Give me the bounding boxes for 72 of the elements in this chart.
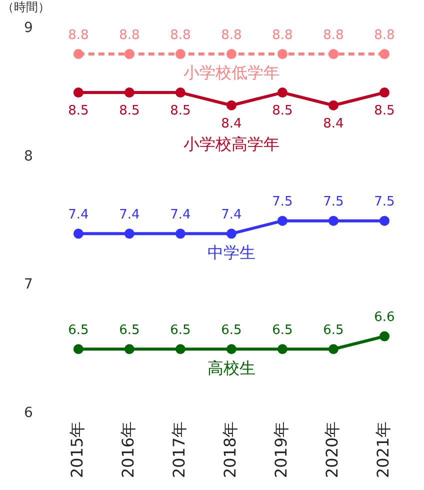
data-label: 8.5 [119, 103, 140, 118]
series-label: 小学校低学年 [183, 63, 280, 82]
x-tick-label: 2020年 [322, 421, 342, 478]
data-label: 7.4 [68, 208, 89, 223]
point [73, 228, 84, 239]
data-label: 8.8 [221, 28, 242, 43]
y-tick-label: 7 [24, 276, 33, 293]
point [226, 228, 236, 239]
point [175, 344, 186, 354]
point [379, 331, 390, 342]
point [277, 216, 288, 226]
data-label: 6.5 [68, 323, 89, 338]
point [277, 344, 288, 354]
data-label: 6.5 [119, 323, 140, 338]
x-tick-label: 2015年 [68, 421, 87, 478]
point [379, 88, 390, 98]
point [124, 228, 134, 239]
point [226, 49, 236, 60]
data-label: 8.5 [272, 103, 293, 118]
data-label: 7.5 [323, 194, 344, 210]
point [226, 100, 236, 110]
point [175, 49, 186, 60]
point [328, 49, 338, 60]
x-tick-label: 2019年 [272, 421, 291, 478]
data-label: 8.8 [119, 28, 140, 43]
data-label: 8.5 [68, 103, 89, 118]
data-label: 8.8 [170, 28, 191, 43]
data-label: 8.4 [323, 116, 344, 132]
data-label: 6.5 [272, 323, 293, 338]
point [73, 88, 84, 98]
data-label: 6.6 [374, 310, 395, 326]
data-label: 6.5 [170, 323, 191, 338]
data-label: 8.8 [374, 28, 395, 43]
data-label: 7.4 [119, 208, 140, 223]
point [124, 49, 134, 60]
x-tick-label: 2018年 [220, 421, 240, 478]
series-label: 中学生 [207, 242, 256, 262]
series-label: 高校生 [207, 358, 256, 378]
data-label: 8.5 [170, 103, 191, 118]
point [124, 344, 134, 354]
data-label: 6.5 [323, 323, 344, 338]
point [175, 88, 186, 98]
point [124, 88, 134, 98]
point [328, 344, 338, 354]
y-axis-title: （時間） [2, 0, 50, 14]
x-tick-label: 2017年 [170, 421, 189, 478]
point [277, 88, 288, 98]
point [328, 216, 338, 226]
point [379, 216, 390, 226]
x-tick-label: 2016年 [118, 421, 138, 478]
point [277, 49, 288, 60]
data-label: 6.5 [221, 323, 242, 338]
x-tick-label: 2021年 [374, 421, 393, 478]
data-label: 7.5 [374, 194, 395, 210]
y-tick-label: 9 [24, 20, 33, 36]
data-label: 8.8 [68, 28, 89, 43]
data-label: 8.8 [272, 28, 293, 43]
data-label: 8.5 [374, 103, 395, 118]
text: 小学校高学年 [183, 134, 280, 154]
point [175, 228, 186, 239]
data-label: 7.4 [221, 208, 242, 223]
point [73, 344, 84, 354]
data-label: 7.4 [170, 208, 191, 223]
point [73, 49, 84, 60]
data-label: 8.8 [323, 28, 344, 43]
point [328, 100, 338, 110]
point [226, 344, 236, 354]
y-tick-label: 8 [24, 148, 33, 164]
data-label: 8.4 [221, 116, 242, 132]
y-tick-label: 6 [24, 404, 33, 421]
point [379, 49, 390, 60]
data-label: 7.5 [272, 194, 293, 210]
